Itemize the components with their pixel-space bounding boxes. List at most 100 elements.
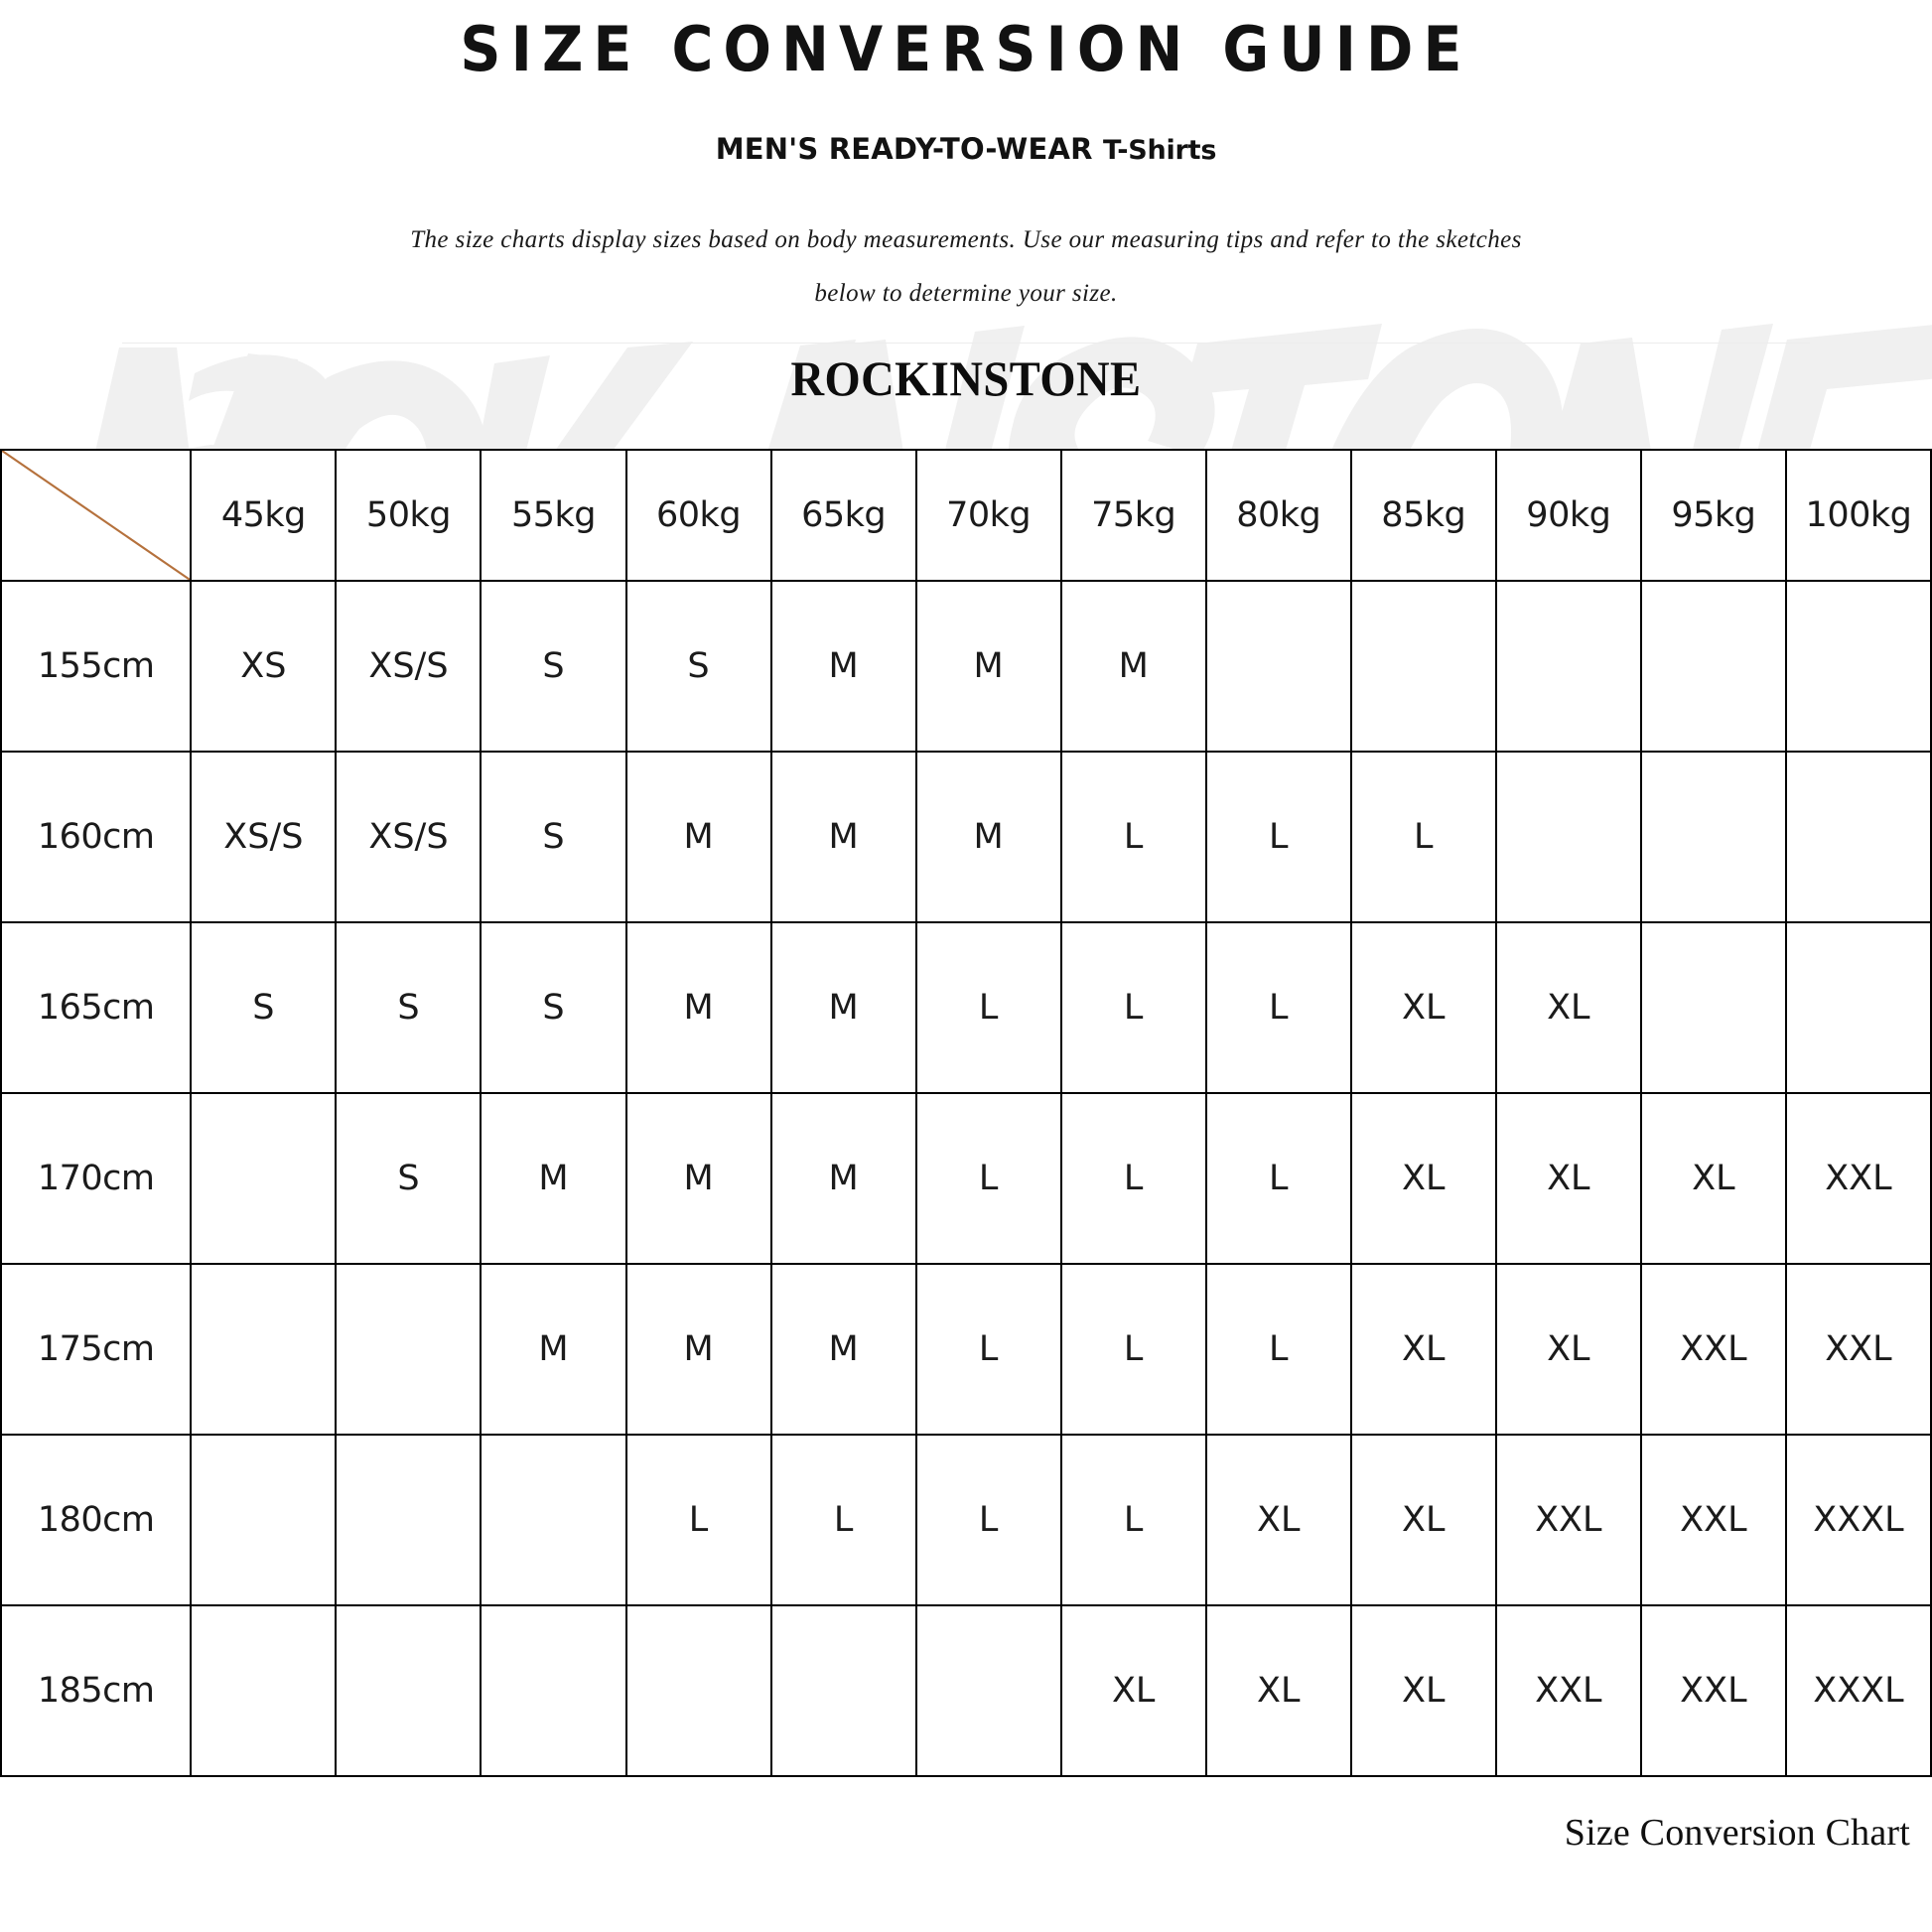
weight-header-85kg: 85kg <box>1349 448 1497 582</box>
size-cell: XL <box>1639 1091 1787 1265</box>
table-row: 180cm L L L L XL XL XXL XXL XXXL <box>0 1433 1932 1606</box>
size-cell: L <box>1204 750 1352 923</box>
size-cell: L <box>1204 1262 1352 1436</box>
size-cell <box>335 1262 483 1436</box>
size-cell: S <box>480 750 627 923</box>
intro-line-2: below to determine your size. <box>814 280 1118 308</box>
intro-line-1: The size charts display sizes based on b… <box>410 226 1522 254</box>
size-cell: XL <box>1349 1091 1497 1265</box>
size-cell <box>1349 579 1497 753</box>
size-cell: L <box>914 920 1062 1094</box>
height-header-180cm: 180cm <box>0 1433 193 1606</box>
size-cell <box>1784 750 1932 923</box>
size-cell: XS <box>190 579 338 753</box>
chart-caption: Size Conversion Chart <box>0 1777 1932 1855</box>
size-cell: M <box>769 579 917 753</box>
size-cell: L <box>1204 1091 1352 1265</box>
size-cell: L <box>1059 920 1207 1094</box>
size-cell <box>1639 750 1787 923</box>
brand-divider <box>122 342 1810 344</box>
size-cell: M <box>914 579 1062 753</box>
size-cell: M <box>914 750 1062 923</box>
size-cell: XL <box>1349 920 1497 1094</box>
size-cell: L <box>1059 750 1207 923</box>
page-header: SIZE CONVERSION GUIDE MEN'S READY-TO-WEA… <box>0 0 1932 407</box>
size-cell: XS/S <box>190 750 338 923</box>
size-cell <box>1639 920 1787 1094</box>
size-cell: S <box>190 920 338 1094</box>
size-cell: XS/S <box>335 750 483 923</box>
size-cell: M <box>769 1091 917 1265</box>
height-header-160cm: 160cm <box>0 750 193 923</box>
size-cell: XXL <box>1784 1262 1932 1436</box>
size-cell: L <box>1349 750 1497 923</box>
size-cell: M <box>480 1262 627 1436</box>
weight-header-70kg: 70kg <box>914 448 1062 582</box>
size-cell: XL <box>1349 1262 1497 1436</box>
size-cell: XXL <box>1639 1603 1787 1777</box>
size-cell: L <box>624 1433 772 1606</box>
size-cell: XL <box>1494 1091 1642 1265</box>
size-cell: XXL <box>1639 1433 1787 1606</box>
size-cell: XL <box>1059 1603 1207 1777</box>
size-cell: L <box>1204 920 1352 1094</box>
corner-cell <box>0 448 193 582</box>
size-cell: M <box>769 750 917 923</box>
size-cell: S <box>624 579 772 753</box>
size-cell <box>190 1603 338 1777</box>
weight-header-45kg: 45kg <box>190 448 338 582</box>
size-cell: XXL <box>1494 1433 1642 1606</box>
size-cell: M <box>480 1091 627 1265</box>
weight-header-90kg: 90kg <box>1494 448 1642 582</box>
size-cell: M <box>624 1262 772 1436</box>
size-cell: L <box>914 1262 1062 1436</box>
size-cell <box>335 1603 483 1777</box>
size-cell: XL <box>1494 920 1642 1094</box>
size-cell: M <box>624 920 772 1094</box>
weight-header-55kg: 55kg <box>480 448 627 582</box>
size-cell: L <box>769 1433 917 1606</box>
subtitle-category: MEN'S READY-TO-WEAR <box>715 132 1093 167</box>
size-cell: M <box>624 1091 772 1265</box>
size-cell: M <box>769 1262 917 1436</box>
weight-header-95kg: 95kg <box>1639 448 1787 582</box>
size-cell <box>190 1262 338 1436</box>
size-cell <box>914 1603 1062 1777</box>
weight-header-65kg: 65kg <box>769 448 917 582</box>
size-conversion-table: 45kg 50kg 55kg 60kg 65kg 70kg 75kg 80kg 85kg 90kg… <box>0 448 1932 1777</box>
height-header-175cm: 175cm <box>0 1262 193 1436</box>
size-cell <box>190 1433 338 1606</box>
height-header-185cm: 185cm <box>0 1603 193 1777</box>
weight-header-60kg: 60kg <box>624 448 772 582</box>
size-cell <box>1639 579 1787 753</box>
size-cell: XXL <box>1784 1091 1932 1265</box>
size-cell: L <box>1059 1091 1207 1265</box>
subtitle: MEN'S READY-TO-WEAR T-Shirts <box>0 132 1932 166</box>
size-table-container: 45kg 50kg 55kg 60kg 65kg 70kg 75kg 80kg 85kg 90kg… <box>0 448 1932 1777</box>
page-title: SIZE CONVERSION GUIDE <box>460 13 1472 85</box>
size-cell: XXL <box>1494 1603 1642 1777</box>
size-cell: XXXL <box>1784 1603 1932 1777</box>
size-cell: L <box>1059 1262 1207 1436</box>
size-cell: XL <box>1349 1603 1497 1777</box>
size-cell: L <box>914 1091 1062 1265</box>
size-cell: M <box>624 750 772 923</box>
weight-header-50kg: 50kg <box>335 448 483 582</box>
size-cell: XL <box>1494 1262 1642 1436</box>
size-cell: M <box>1059 579 1207 753</box>
size-cell: XL <box>1349 1433 1497 1606</box>
table-row: 160cm XS/S XS/S S M M M L L L <box>0 750 1932 923</box>
table-header-row: 45kg 50kg 55kg 60kg 65kg 70kg 75kg 80kg 85kg 90kg… <box>0 448 1932 582</box>
size-cell <box>335 1433 483 1606</box>
size-cell <box>480 1603 627 1777</box>
size-cell: S <box>480 579 627 753</box>
size-cell <box>190 1091 338 1265</box>
subtitle-garment: T-Shirts <box>1102 135 1217 167</box>
chart-caption-text: Size Conversion Chart <box>1564 1811 1910 1854</box>
size-cell <box>1784 920 1932 1094</box>
intro-paragraph: The size charts display sizes based on b… <box>306 213 1626 321</box>
weight-header-75kg: 75kg <box>1059 448 1207 582</box>
size-cell <box>1494 579 1642 753</box>
size-cell <box>769 1603 917 1777</box>
weight-header-80kg: 80kg <box>1204 448 1352 582</box>
